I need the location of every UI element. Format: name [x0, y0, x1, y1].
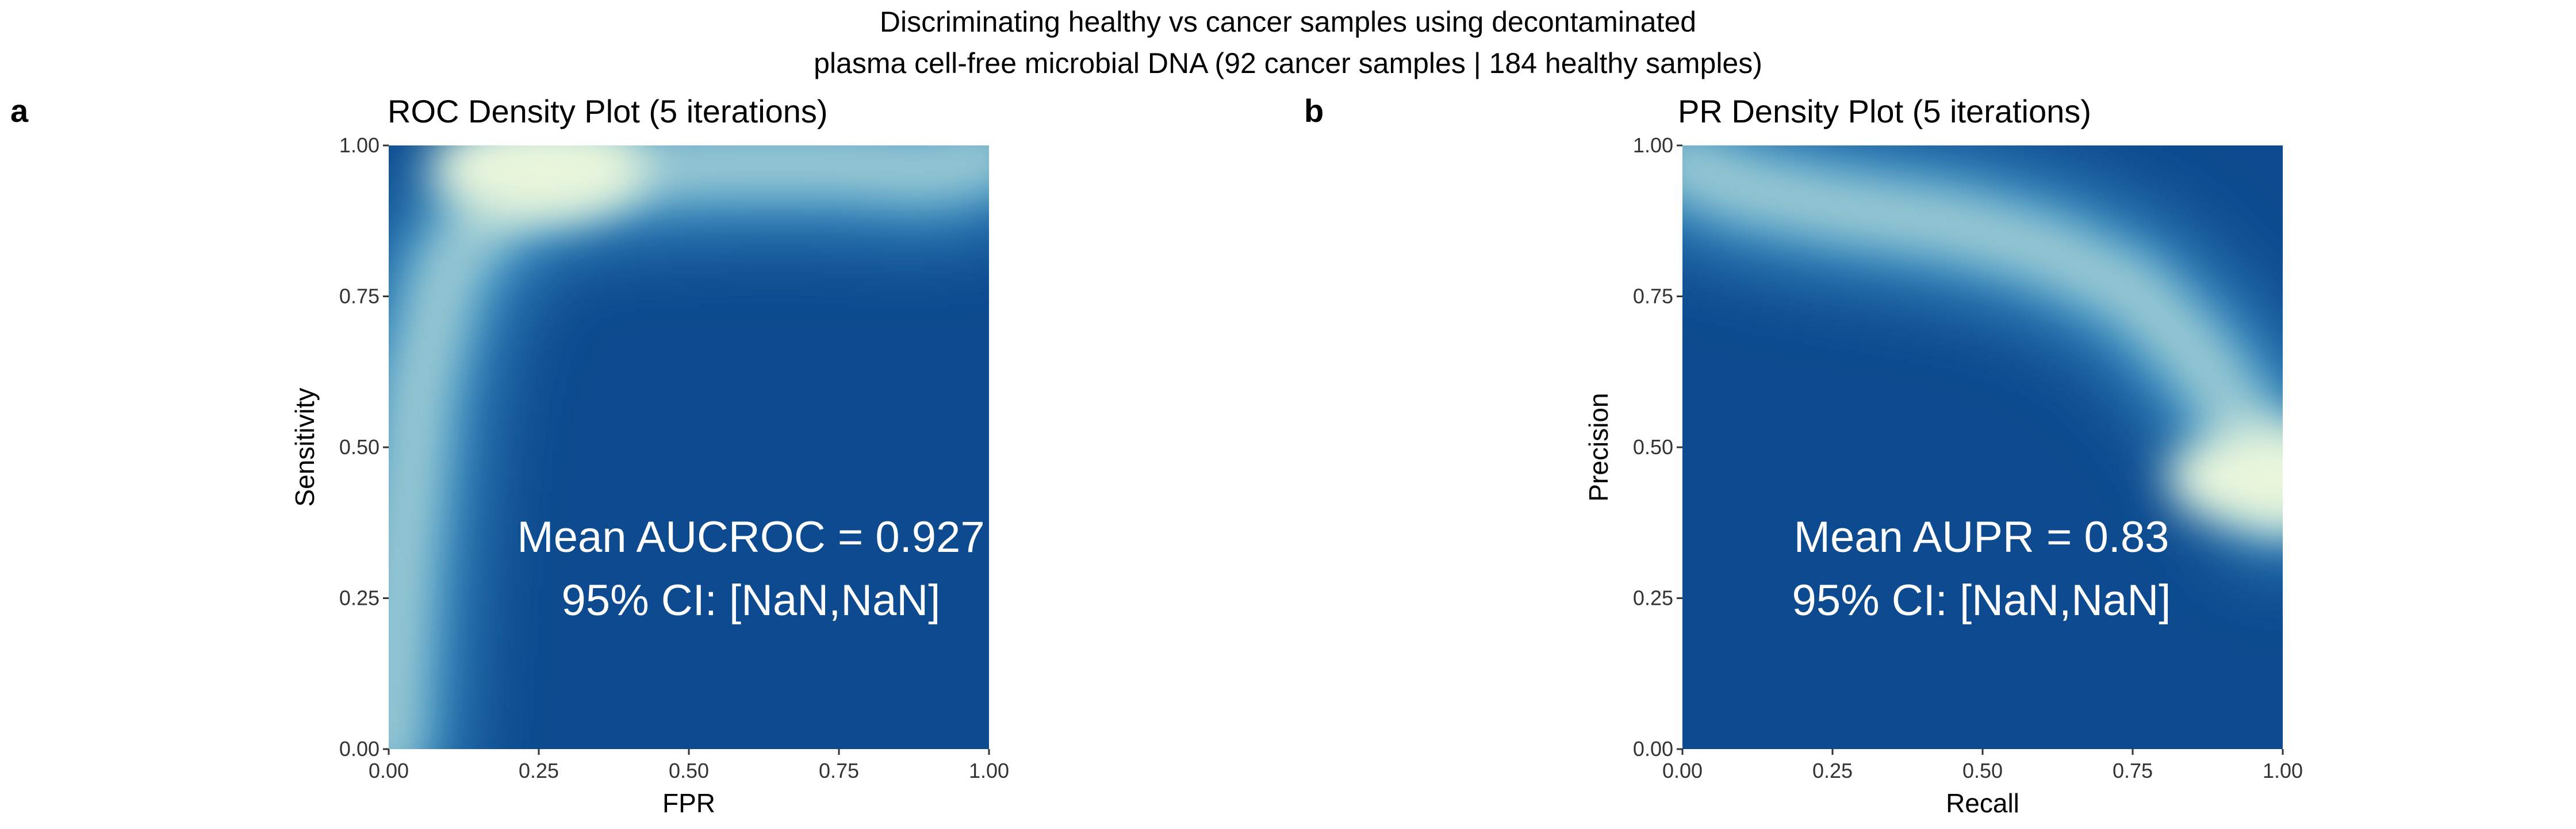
y-tick-label: 0.00 — [339, 737, 379, 761]
x-axis-title: Recall — [1946, 788, 2019, 818]
x-tick-label: 1.00 — [2263, 759, 2303, 782]
panel-letter-a: a — [10, 93, 29, 129]
annotation-mean: Mean AUCROC = 0.927 — [517, 513, 984, 562]
density-heatmap — [1682, 145, 2283, 749]
x-tick-label: 0.25 — [1812, 759, 1853, 782]
x-tick-label: 0.75 — [2113, 759, 2153, 782]
panel-b: 0.000.00 0.25 0.25 0.50 0.50 0.75 0.75 1.00 1.00… — [1584, 93, 2303, 818]
x-axis-title: FPR — [662, 788, 715, 818]
y-tick-label: 0.25 — [1633, 586, 1673, 610]
y-tick-label: 1.00 — [339, 133, 379, 157]
annotation-mean: Mean AUPR = 0.83 — [1794, 513, 2169, 562]
annotation-ci: 95% CI: [NaN,NaN] — [562, 576, 941, 625]
x-tick-label: 0.00 — [369, 759, 409, 782]
density-peak — [2167, 425, 2283, 529]
figure-title-line-1: Discriminating healthy vs cancer samples… — [879, 6, 1697, 38]
y-tick-label: 0.50 — [339, 435, 379, 459]
y-tick-label: 1.00 — [1633, 133, 1673, 157]
panel-a: 0.000.00 0.25 0.25 0.50 0.50 0.75 0.75 1.00 1.00… — [290, 93, 1009, 818]
y-tick-label: 0.75 — [339, 285, 379, 308]
density-heatmap — [389, 145, 989, 749]
figure-title-line-2: plasma cell-free microbial DNA (92 cance… — [814, 47, 1762, 79]
y-axis-title: Sensitivity — [290, 387, 320, 506]
x-tick-label: 0.25 — [519, 759, 559, 782]
panel-letter-b: b — [1304, 93, 1324, 129]
panel-title: PR Density Plot (5 iterations) — [1678, 93, 2091, 129]
density-peak — [430, 145, 648, 221]
y-tick-label: 0.00 — [1633, 737, 1673, 761]
y-tick-label: 0.75 — [1633, 285, 1673, 308]
x-tick-label: 1.00 — [969, 759, 1009, 782]
panel-title: ROC Density Plot (5 iterations) — [388, 93, 828, 129]
y-axis-title: Precision — [1584, 393, 1613, 501]
x-tick-label: 0.50 — [1962, 759, 2003, 782]
y-tick-label: 0.50 — [1633, 435, 1673, 459]
x-tick-label: 0.50 — [669, 759, 709, 782]
x-tick-label: 0.75 — [819, 759, 859, 782]
annotation-ci: 95% CI: [NaN,NaN] — [1792, 576, 2171, 625]
x-tick-label: 0.00 — [1662, 759, 1703, 782]
y-tick-label: 0.25 — [339, 586, 379, 610]
